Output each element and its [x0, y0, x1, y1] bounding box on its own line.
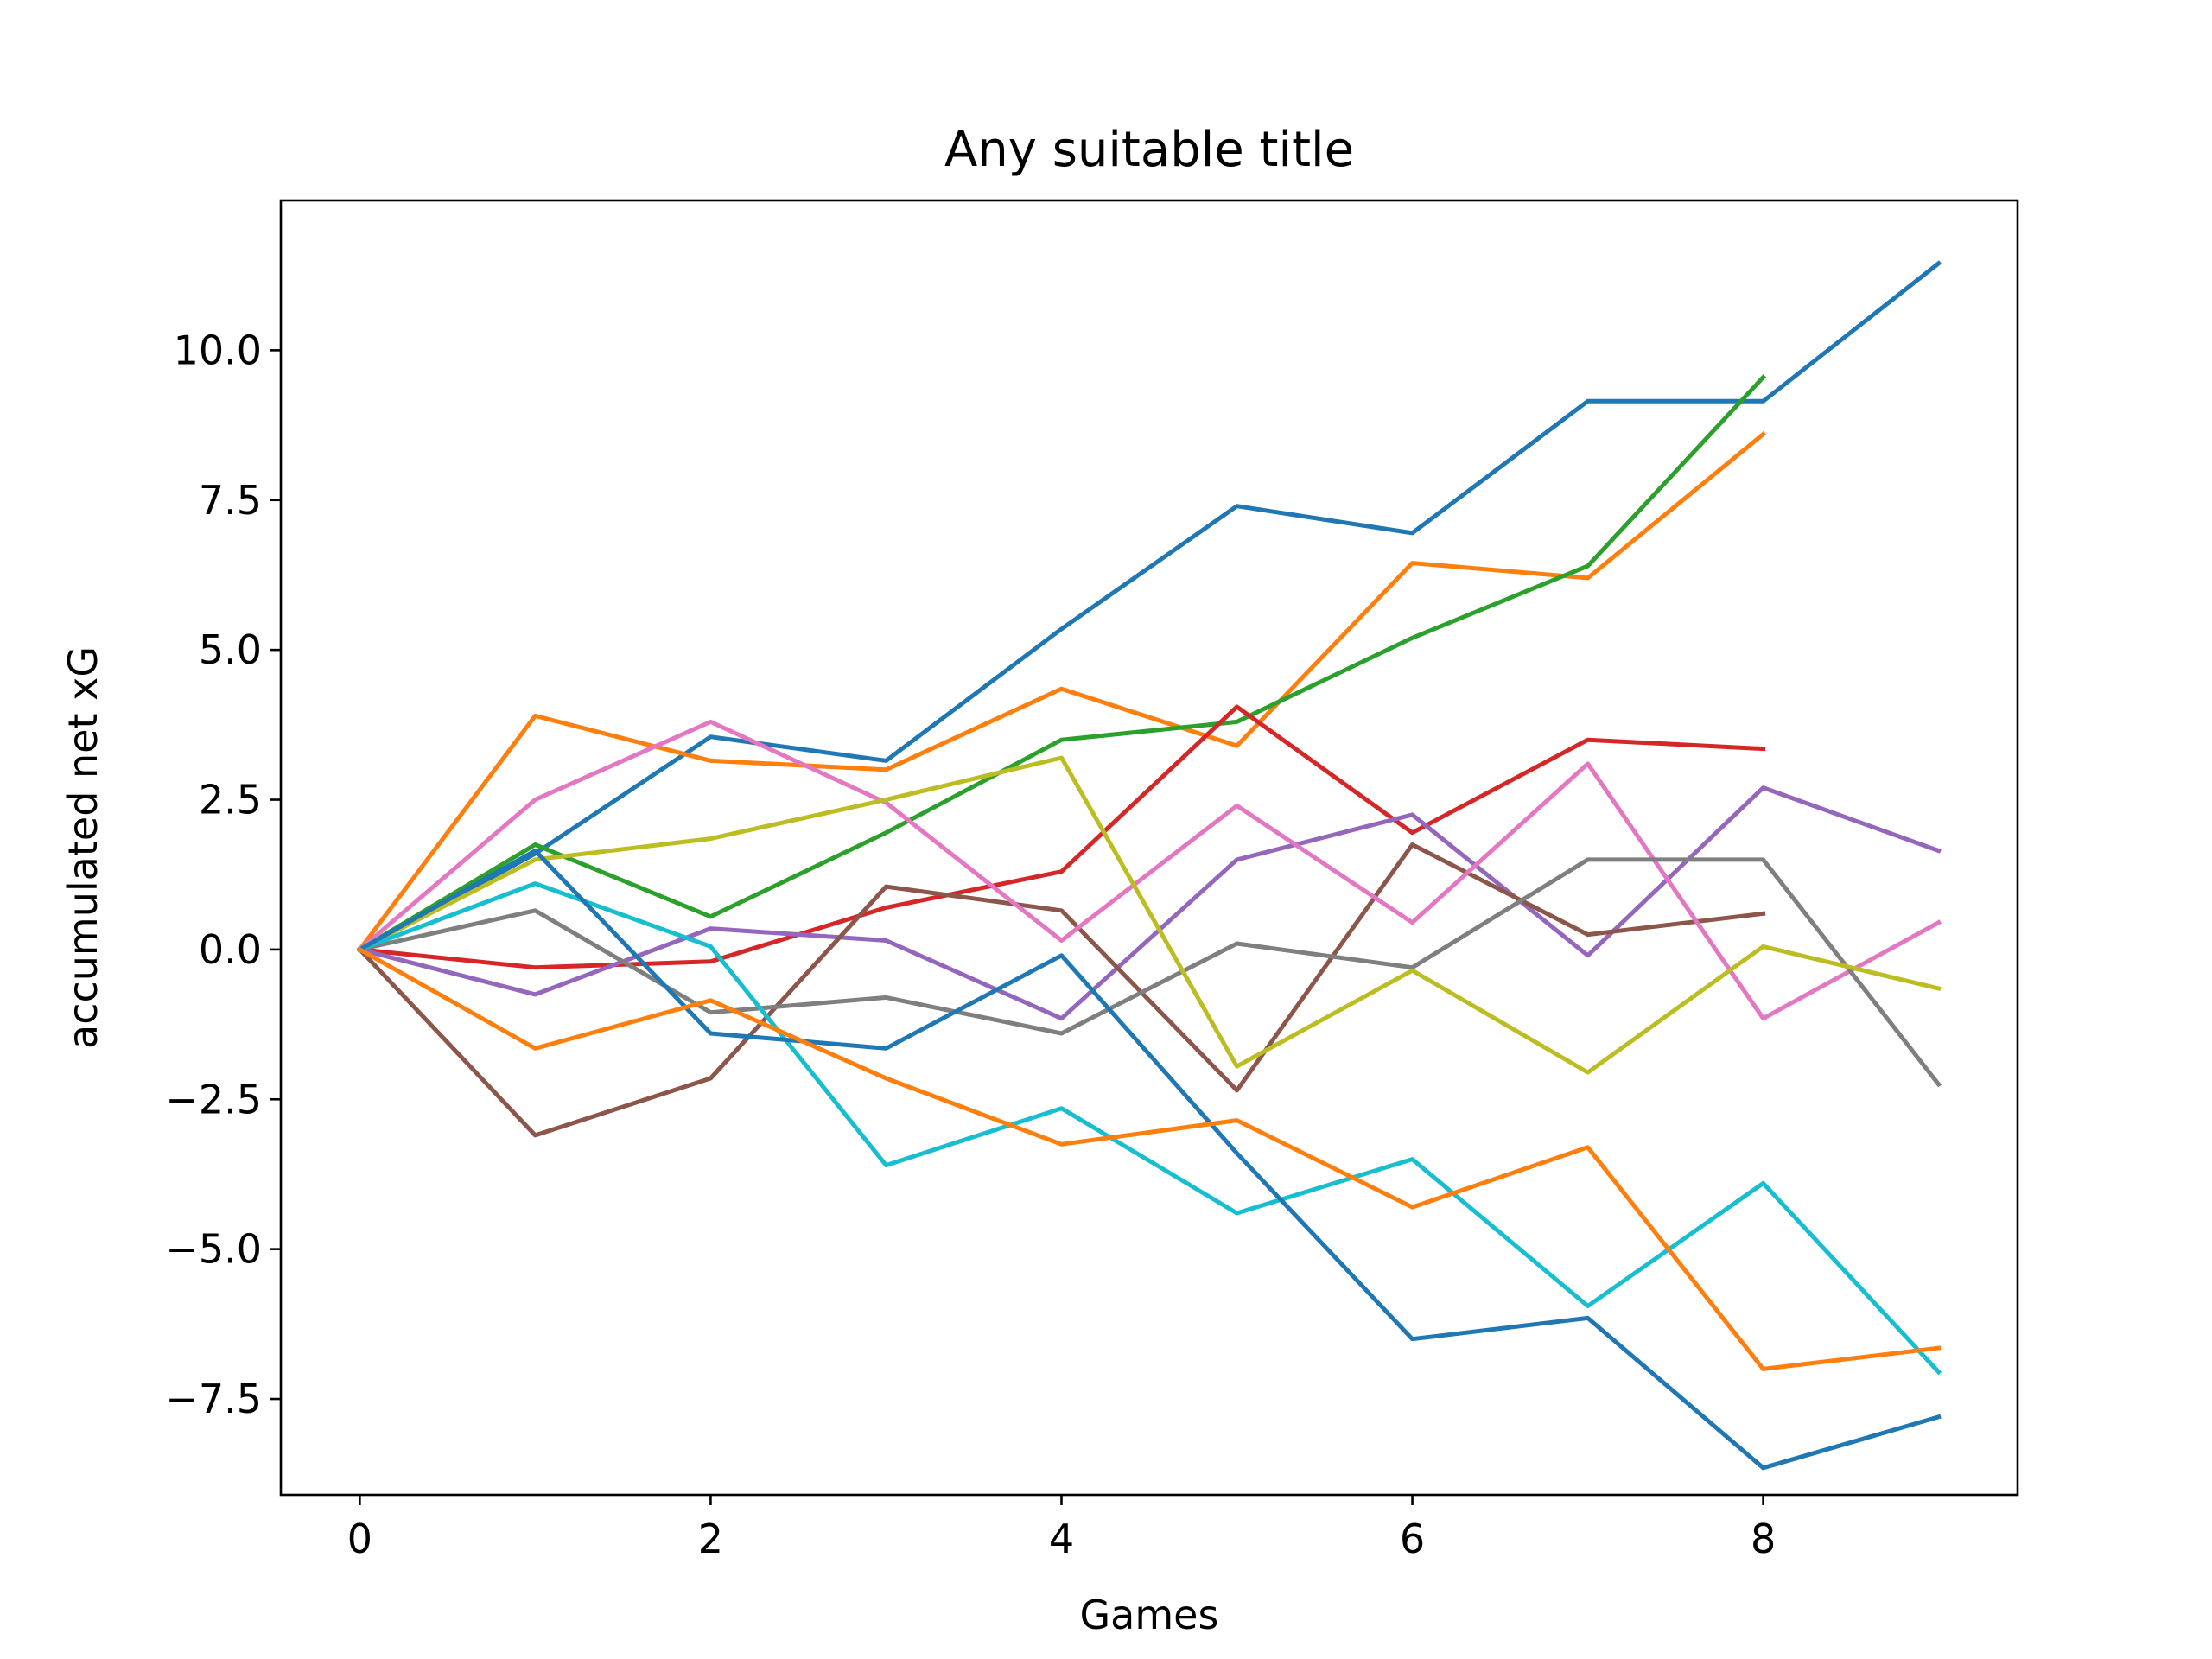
y-tick-label: 5.0: [199, 626, 262, 673]
series-line-1: [357, 260, 1942, 953]
series-line-8: [357, 857, 1942, 1088]
y-tick-label: 2.5: [199, 777, 262, 823]
x-tick-label: 8: [1751, 1516, 1776, 1562]
series-line-9: [357, 755, 1942, 1075]
x-axis-title: Games: [1080, 1592, 1219, 1638]
series-line-6: [356, 842, 1766, 1138]
series-line-4: [357, 704, 1766, 970]
series-line-11: [356, 849, 1942, 1471]
plot-frame: [279, 199, 2019, 1497]
x-tick-label: 6: [1400, 1516, 1425, 1562]
y-tick-label: −5.0: [165, 1226, 262, 1273]
y-tick-label: 7.5: [199, 477, 262, 524]
y-tick-label: 0.0: [199, 926, 262, 973]
series-line-10: [357, 881, 1942, 1376]
x-tick-label: 2: [698, 1516, 723, 1562]
y-axis-ticks: −7.5 −5.0 −2.5 0.0 2.5 5.0 7.5 10.0: [165, 327, 281, 1422]
series-line-7: [356, 719, 1942, 1021]
chart-title: Any suitable title: [944, 122, 1354, 178]
x-tick-label: 4: [1049, 1516, 1074, 1562]
y-tick-label: −7.5: [165, 1376, 262, 1422]
series-line-3: [356, 374, 1767, 953]
series-line-12: [356, 946, 1942, 1371]
y-tick-label: 10.0: [174, 327, 262, 373]
y-tick-label: −2.5: [165, 1076, 262, 1122]
x-tick-label: 0: [347, 1516, 372, 1562]
series-line-2: [356, 430, 1767, 953]
series-layer: [356, 260, 1942, 1471]
x-axis-ticks: 0 2 4 6 8: [347, 1495, 1776, 1562]
y-axis-title: accumulated net xG: [60, 646, 106, 1049]
